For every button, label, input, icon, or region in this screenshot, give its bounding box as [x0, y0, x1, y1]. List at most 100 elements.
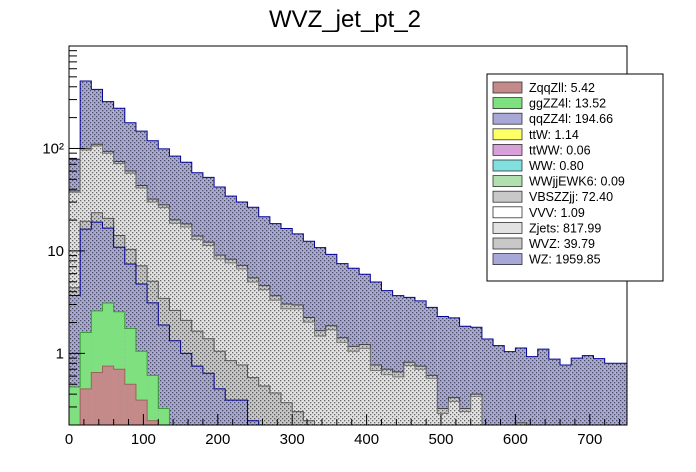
bar-hatch: [414, 369, 427, 425]
x-tick-label: 300: [280, 431, 305, 448]
bar: [135, 400, 148, 425]
bar-hatch: [403, 365, 415, 425]
y-tick-label: 10²: [42, 140, 64, 157]
bar: [69, 386, 81, 425]
bar: [158, 408, 170, 425]
legend-swatch: [492, 253, 523, 266]
legend-swatch: [492, 237, 523, 250]
legend-entry: WWjjEWK6: 0.09: [492, 175, 625, 189]
bar-hatch: [202, 373, 215, 425]
bar-hatch: [214, 388, 226, 425]
bar-hatch: [515, 347, 527, 425]
bar-hatch: [403, 297, 415, 425]
layer-outline: [69, 212, 627, 425]
layer-outline: [69, 145, 627, 425]
layer-outline: [69, 221, 627, 425]
bar-hatch: [359, 348, 371, 425]
bar-hatch: [258, 386, 270, 425]
bar-hatch: [493, 345, 505, 425]
bar-hatch: [392, 376, 404, 425]
legend-label: qqZZ4l: 194.66: [529, 112, 613, 126]
bar-hatch: [236, 268, 248, 425]
bar-hatch: [470, 327, 482, 425]
bar-hatch: [448, 317, 460, 425]
layer-ggzz4l: [69, 302, 627, 425]
bar-hatch: [615, 363, 627, 425]
bar-hatch: [292, 411, 304, 425]
legend-swatch: [492, 175, 523, 188]
x-tick-label: 200: [205, 431, 230, 448]
bar-hatch: [314, 335, 326, 425]
bar: [113, 369, 125, 425]
legend-entry: WW: 0.80: [492, 159, 584, 173]
legend-swatch: [492, 143, 523, 156]
legend-swatch: [492, 190, 523, 203]
bar-hatch: [303, 322, 315, 425]
bar-hatch: [303, 420, 315, 425]
bar-hatch: [258, 289, 270, 425]
legend-swatch: [492, 128, 523, 141]
x-tick-label: 0: [65, 431, 73, 448]
bar-hatch: [191, 366, 203, 425]
legend-label: ZqqZll: 5.42: [529, 81, 595, 95]
chart-title: WVZ_jet_pt_2: [269, 6, 421, 33]
bar-hatch: [292, 308, 304, 425]
bar-hatch: [426, 378, 438, 425]
legend-label: WW: 0.80: [529, 159, 584, 173]
x-tick-label: 100: [131, 431, 156, 448]
bar-hatch: [336, 342, 348, 425]
bar-hatch: [448, 401, 460, 425]
bar-hatch: [593, 358, 605, 425]
bar-hatch: [269, 393, 282, 425]
legend-swatch: [492, 112, 523, 125]
bar: [91, 310, 103, 425]
legend-label: WWjjEWK6: 0.09: [529, 175, 625, 189]
legend-entry: WVZ: 39.79: [492, 237, 595, 251]
bar-hatch: [247, 377, 259, 425]
bar-hatch: [247, 281, 259, 425]
bar-hatch: [236, 400, 248, 425]
bar-hatch: [582, 355, 594, 425]
bar-hatch: [437, 316, 449, 425]
bar-hatch: [426, 307, 438, 425]
bar-hatch: [225, 262, 237, 425]
bar: [135, 351, 148, 425]
bar-hatch: [348, 351, 360, 425]
bar-hatch: [325, 329, 337, 425]
legend-entry: Zjets: 817.99: [492, 221, 601, 235]
bar-hatch: [225, 400, 237, 425]
bar-hatch: [548, 359, 561, 425]
legend-label: WVZ: 39.79: [529, 237, 595, 251]
y-tick-label: 1: [56, 345, 64, 362]
bar: [124, 384, 136, 425]
bar-hatch: [281, 402, 293, 425]
legend-entry: VVV: 1.09: [492, 206, 585, 220]
bar-hatch: [370, 282, 382, 425]
bar-hatch: [560, 365, 572, 425]
bar-hatch: [481, 339, 494, 425]
bar-hatch: [459, 326, 471, 425]
bar-hatch: [236, 365, 248, 425]
legend-swatch: [492, 81, 523, 94]
bar: [80, 332, 92, 425]
bar-hatch: [247, 420, 259, 425]
legend-entry: ttWW: 0.06: [492, 143, 591, 157]
bar-hatch: [437, 413, 449, 425]
bar-hatch: [158, 325, 170, 425]
layer-outline: [69, 302, 627, 425]
bar: [102, 303, 114, 425]
legend-entry: WZ: 1959.85: [492, 253, 601, 267]
bar-hatch: [537, 349, 549, 425]
axes: 0 100 200 300 400 500 600 700 1 10 10²: [42, 50, 621, 448]
legend-entry: VBSZZjj: 72.40: [492, 190, 613, 204]
legend-swatch: [492, 97, 523, 109]
bar: [91, 372, 103, 425]
legend-swatch: [492, 206, 523, 219]
bar-hatch: [370, 370, 382, 425]
y-tick-label: 10: [47, 243, 64, 260]
legend-label: VBSZZjj: 72.40: [529, 190, 613, 204]
bar: [113, 311, 125, 425]
bar-hatch: [80, 229, 92, 425]
legend-label: ttW: 1.14: [529, 128, 579, 142]
